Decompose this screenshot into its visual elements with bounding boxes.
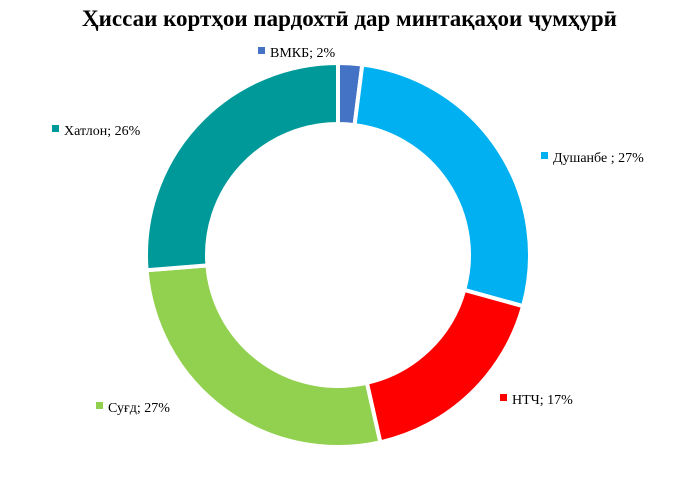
slice-label-5: Хатлон; 26% [64,124,141,139]
label-swatch-1 [258,47,265,54]
donut-slices [144,60,532,449]
label-swatch-3 [500,394,507,401]
slice-5 [144,60,340,273]
chart-title: Ҳиссаи кортҳои пардохтӣ дар минтақаҳои ҷ… [82,6,617,31]
slice-label-3: НТЧ; 17% [512,393,573,408]
label-swatch-2 [541,152,548,159]
slice-label-4: Суғд; 27% [108,401,170,416]
slice-4 [144,263,383,449]
label-swatch-4 [96,402,103,409]
label-swatch-5 [52,125,59,132]
slice-label-1: ВМКБ; 2% [270,46,336,61]
slice-2 [352,62,532,309]
slice-label-2: Душанбе ; 27% [553,151,644,166]
slice-labels: ВМКБ; 2% Душанбе ; 27% НТЧ; 17% Суғд; 27% Ха… [52,46,644,416]
slice-3 [364,287,526,445]
